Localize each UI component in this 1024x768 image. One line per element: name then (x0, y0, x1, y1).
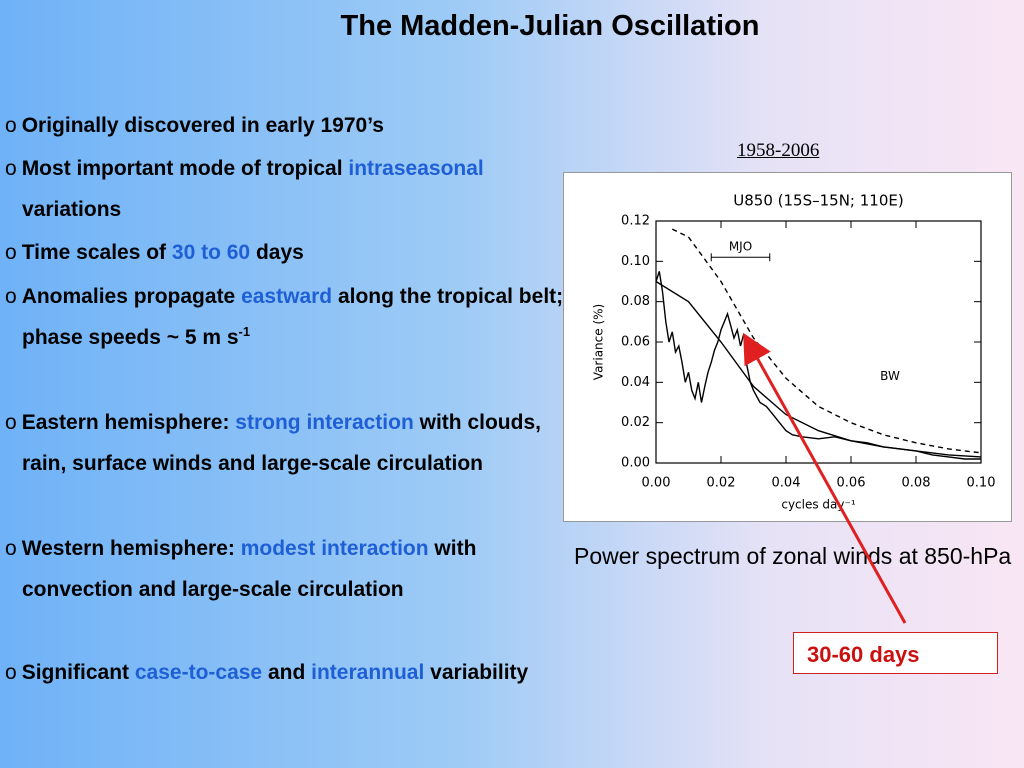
bullet: o Anomalies propagate eastward along the … (5, 276, 567, 358)
bullet: o Most important mode of tropical intrase… (5, 148, 567, 230)
bullet-text: with convection and large-scale circulat… (22, 537, 477, 601)
x-axis-label: cycles day⁻¹ (781, 498, 855, 512)
y-tick-label: 0.02 (621, 415, 650, 430)
bullet-text: Time scales of (21, 241, 172, 264)
bullet-marker: o (5, 661, 17, 684)
bullet-text: days (250, 241, 304, 264)
bullet-text: Most important mode of tropical (21, 157, 349, 180)
bullet-marker: o (5, 285, 17, 308)
y-axis-label: Variance (%) (592, 304, 606, 380)
bullet-marker: o (5, 537, 17, 560)
y-tick-label: 0.06 (621, 335, 650, 350)
bullet: o Western hemisphere: modest interaction … (5, 528, 567, 610)
bullet-text: along the tropical belt; phase speeds ~ … (22, 285, 564, 349)
y-tick-label: 0.04 (621, 375, 650, 390)
plot-frame (655, 220, 982, 464)
bullet-text: Anomalies propagate (21, 285, 242, 308)
bullet-text: variations (22, 198, 122, 221)
y-tick-label: 0.10 (621, 254, 650, 269)
x-tick-label: 0.04 (772, 476, 801, 491)
x-tick-label: 0.08 (902, 476, 931, 491)
callout-box: 30-60 days (793, 632, 998, 674)
bullet-text: Eastern hemisphere: (21, 411, 236, 434)
series-line (655, 280, 982, 458)
slide-title: The Madden-Julian Oscillation (340, 10, 760, 42)
figure-period: 1958-2006 (737, 140, 820, 161)
series-line (671, 228, 982, 454)
bullet-text: -1 (238, 324, 251, 339)
bullet: o Eastern hemisphere: strong interaction … (5, 402, 567, 484)
annotation: BW (880, 369, 900, 383)
bullet-text: variability (424, 661, 529, 684)
bullet-text: and (262, 661, 312, 684)
bullet-text: Western hemisphere: (21, 537, 241, 560)
x-tick-label: 0.06 (837, 476, 866, 491)
x-tick-label: 0.00 (642, 476, 671, 491)
x-tick-label: 0.02 (707, 476, 736, 491)
bullet: o Originally discovered in early 1970’s (5, 105, 567, 146)
bullet-marker: o (5, 411, 17, 434)
bullet-text: with clouds, rain, surface winds and lar… (22, 411, 541, 475)
x-tick-label: 0.10 (967, 476, 996, 491)
chart: U850 (15S–15N; 110E) cycles day⁻¹ Variance… (563, 172, 1012, 522)
bullet-text: 30 to 60 (171, 241, 251, 264)
figure-caption: Power spectrum of zonal winds at 850-hPa (574, 543, 1012, 569)
bullet-text: Originally discovered in early 1970’s (21, 114, 384, 137)
bullet: o Significant case-to-case and interannua… (5, 652, 567, 693)
bullet-text: intraseasonal (348, 157, 484, 180)
y-tick-label: 0.12 (621, 214, 650, 229)
bullet-marker: o (5, 114, 17, 137)
bullet-text: modest interaction (240, 537, 429, 560)
bullet-text: Significant (21, 661, 135, 684)
y-tick-label: 0.08 (621, 294, 650, 309)
bullet-text: case-to-case (134, 661, 263, 684)
bullet-text: eastward (241, 285, 333, 308)
y-tick-label: 0.00 (621, 456, 650, 471)
chart-title: U850 (15S–15N; 110E) (733, 192, 903, 210)
bullet-marker: o (5, 241, 17, 264)
bullet-text: interannual (311, 661, 425, 684)
bullet-marker: o (5, 157, 17, 180)
annotation: MJO (729, 240, 752, 254)
bullet: o Time scales of 30 to 60 days (5, 232, 567, 273)
bullet-text: strong interaction (235, 411, 414, 434)
